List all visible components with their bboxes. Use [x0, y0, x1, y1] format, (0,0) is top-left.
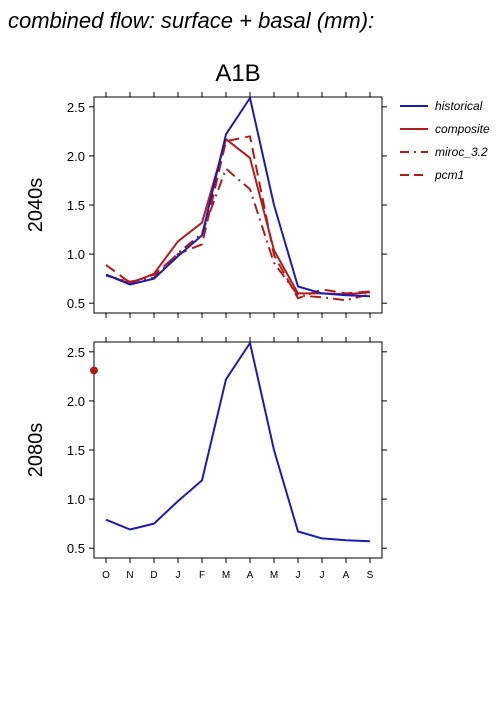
y-tick-label: 2.5: [67, 100, 85, 115]
panels: 0.5 1.0 1.5 2.0 2.5 2040s 0.5 1.0 1.5 2.0 2.5 O N D J F…: [25, 92, 387, 581]
x-tick-label: M: [222, 570, 230, 581]
legend: historical composite miroc_3.2 pcm1: [400, 99, 490, 182]
panel-label: 2040s: [25, 178, 47, 233]
y-tick-label: 0.5: [67, 296, 85, 311]
y-tick-label: 1.0: [67, 492, 85, 507]
x-tick-label: J: [320, 570, 325, 581]
x-tick-label: J: [296, 570, 301, 581]
series-line-historical: [105, 97, 371, 298]
edge-marker: [90, 366, 98, 375]
x-tick-label: A: [247, 570, 254, 581]
legend-label: pcm1: [434, 168, 464, 182]
y-tick-label: 1.0: [67, 247, 85, 262]
x-tick-label: J: [176, 570, 181, 581]
panel-2040s: 0.5 1.0 1.5 2.0 2.5 2040s: [25, 92, 387, 318]
x-tick-label: S: [367, 570, 374, 581]
panel-label: 2080s: [25, 423, 47, 478]
y-tick-label: 2.5: [67, 345, 85, 360]
panel-frame: [93, 341, 383, 559]
x-tick-label: N: [126, 570, 133, 581]
x-tick-label: A: [343, 570, 350, 581]
y-tick-label: 0.5: [67, 541, 85, 556]
legend-label: miroc_3.2: [435, 145, 488, 159]
y-tick-label: 1.5: [67, 198, 85, 213]
y-tick-label: 1.5: [67, 443, 85, 458]
x-tick-label: O: [102, 570, 110, 581]
panel-2080s: 0.5 1.0 1.5 2.0 2.5 O N D J F M A M J J A S 2080s: [25, 337, 387, 581]
page-title: combined flow: surface + basal (mm):: [8, 8, 374, 33]
x-tick-label: F: [199, 570, 205, 581]
x-tick-label: D: [150, 570, 157, 581]
chart-title: A1B: [215, 60, 260, 87]
series-line-historical: [105, 342, 371, 543]
series-line-pcm1: [105, 135, 371, 300]
x-tick-label: M: [270, 570, 278, 581]
legend-label: composite: [435, 122, 490, 136]
y-tick-label: 2.0: [67, 394, 85, 409]
y-tick-label: 2.0: [67, 149, 85, 164]
legend-label: historical: [435, 99, 483, 113]
series-line-composite: [105, 138, 371, 296]
